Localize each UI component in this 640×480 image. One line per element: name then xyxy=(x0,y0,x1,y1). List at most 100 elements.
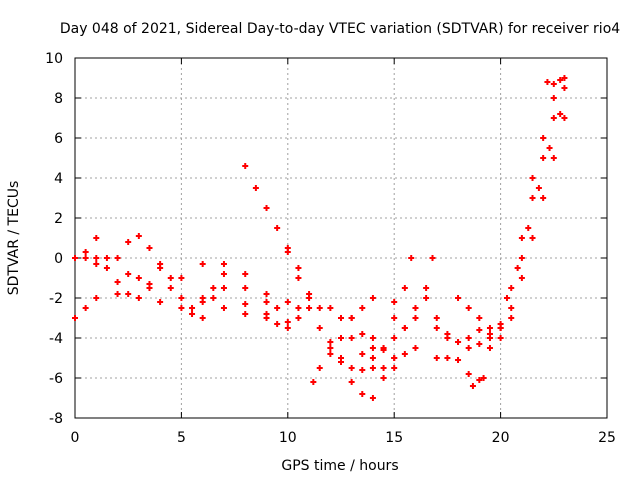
data-point xyxy=(412,345,419,351)
data-point xyxy=(242,271,249,277)
data-point xyxy=(423,295,430,301)
data-point xyxy=(469,383,476,389)
data-point xyxy=(114,279,121,285)
data-point xyxy=(359,351,366,357)
data-point xyxy=(550,155,557,161)
series-trace-3 xyxy=(72,233,302,321)
data-point xyxy=(327,305,334,311)
data-point xyxy=(135,275,142,281)
data-point xyxy=(316,365,323,371)
data-point xyxy=(125,239,132,245)
data-point xyxy=(146,281,153,287)
data-point xyxy=(199,315,206,321)
data-point xyxy=(82,305,89,311)
x-tick-label: 5 xyxy=(177,430,186,446)
chart-title: Day 048 of 2021, Sidereal Day-to-day VTE… xyxy=(60,21,620,37)
data-point xyxy=(557,111,564,117)
data-point xyxy=(310,379,317,385)
series-trace-1 xyxy=(72,249,281,327)
series-trace-11 xyxy=(433,355,487,389)
data-point xyxy=(359,305,366,311)
data-point xyxy=(274,305,281,311)
data-point xyxy=(455,295,462,301)
data-point xyxy=(72,315,78,321)
data-point xyxy=(540,195,547,201)
data-point xyxy=(518,275,525,281)
data-point xyxy=(274,321,281,327)
data-point xyxy=(369,335,376,341)
data-point xyxy=(114,291,121,297)
data-point xyxy=(391,355,398,361)
data-point xyxy=(242,301,249,307)
data-point xyxy=(476,377,483,383)
data-point xyxy=(72,255,78,261)
data-point xyxy=(284,319,291,325)
data-point xyxy=(476,315,483,321)
data-point xyxy=(529,235,536,241)
data-point xyxy=(369,395,376,401)
data-point xyxy=(561,85,568,91)
data-point xyxy=(295,275,302,281)
data-point xyxy=(189,305,196,311)
data-point xyxy=(114,255,121,261)
data-point xyxy=(135,233,142,239)
y-tick-label: 2 xyxy=(54,211,63,227)
data-point xyxy=(497,325,504,331)
data-point xyxy=(82,255,89,261)
y-tick-label: -8 xyxy=(49,411,63,427)
data-point xyxy=(391,299,398,305)
x-tick-label: 0 xyxy=(71,430,80,446)
data-point xyxy=(401,351,408,357)
data-point xyxy=(167,275,174,281)
data-point xyxy=(338,315,344,321)
data-point xyxy=(486,345,493,351)
data-point xyxy=(401,285,408,291)
data-point xyxy=(508,315,515,321)
data-point xyxy=(412,315,419,321)
data-point xyxy=(210,295,217,301)
data-point xyxy=(252,185,259,191)
data-point xyxy=(359,391,366,397)
data-point xyxy=(476,327,483,333)
data-point xyxy=(486,325,493,331)
data-point xyxy=(465,305,472,311)
data-point xyxy=(263,315,270,321)
data-point xyxy=(295,305,302,311)
data-point xyxy=(167,285,174,291)
data-point xyxy=(295,265,302,271)
data-point xyxy=(93,235,100,241)
data-point xyxy=(284,325,291,331)
data-point xyxy=(380,365,387,371)
data-point xyxy=(103,265,110,271)
data-point xyxy=(408,255,415,261)
data-point xyxy=(327,345,334,351)
data-point xyxy=(359,331,366,337)
data-point xyxy=(444,355,451,361)
axis-ticks: 0 5 10 15 20 25 -8 -6 -4 -2 0 2 4 6 8 10 xyxy=(45,51,616,446)
data-point xyxy=(220,271,227,277)
data-point xyxy=(433,315,440,321)
data-point xyxy=(306,291,313,297)
data-point xyxy=(465,345,472,351)
data-point xyxy=(338,359,344,365)
data-point xyxy=(486,331,493,337)
data-point xyxy=(93,295,100,301)
data-point xyxy=(369,295,376,301)
plot-frame xyxy=(74,57,608,419)
series-trace-13 xyxy=(486,85,568,351)
data-point xyxy=(263,299,270,305)
data-point xyxy=(306,305,313,311)
x-tick-label: 20 xyxy=(492,430,510,446)
data-point xyxy=(220,305,227,311)
data-point xyxy=(295,315,302,321)
data-point xyxy=(444,331,451,337)
y-tick-label: 0 xyxy=(54,251,63,267)
data-point xyxy=(93,261,100,267)
x-tick-label: 15 xyxy=(385,430,403,446)
data-point xyxy=(391,335,398,341)
series-trace-8 xyxy=(338,255,436,361)
data-point xyxy=(380,345,387,351)
data-point xyxy=(412,305,419,311)
y-axis-label: SDTVAR / TECUs xyxy=(6,181,22,296)
